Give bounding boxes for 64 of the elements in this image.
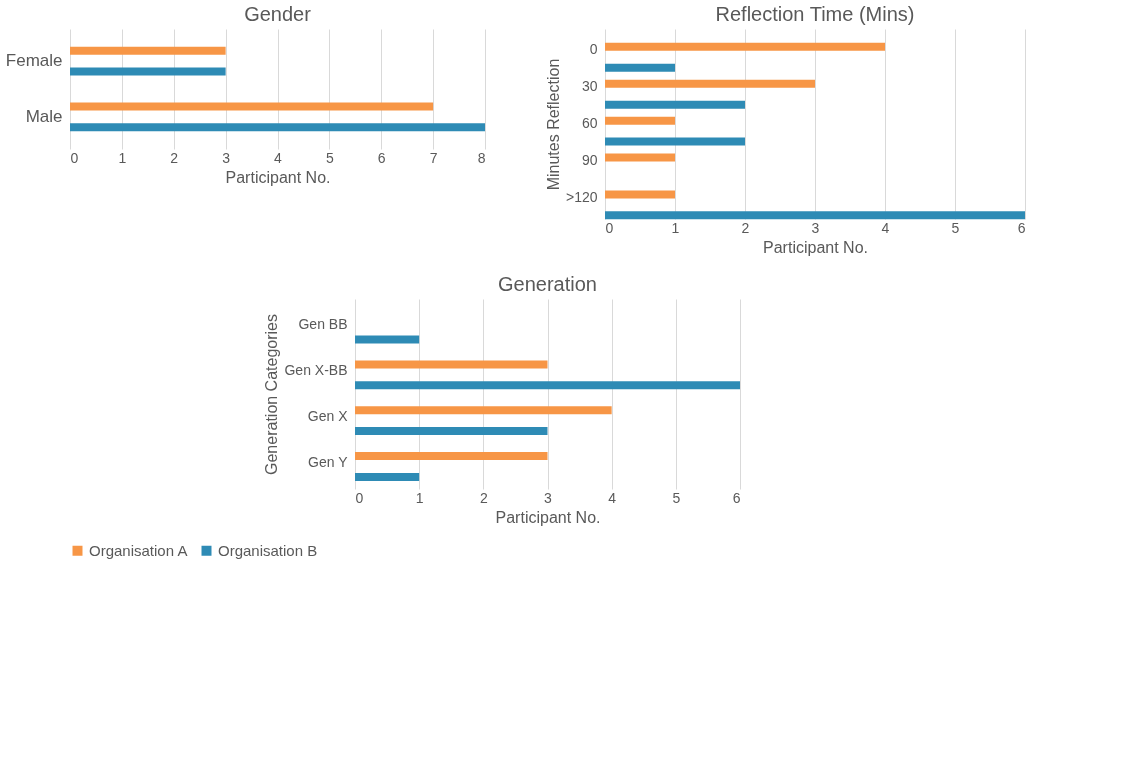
bar (605, 211, 1025, 220)
x-axis-title: Participant No. (495, 508, 601, 526)
bar (605, 116, 675, 125)
x-axis-title: Participant No. (763, 238, 868, 256)
y-tick-label: Gen Y (308, 453, 349, 470)
y-tick-label: Gen BB (298, 316, 348, 333)
y-tick-label: 90 (581, 151, 598, 168)
bar (355, 335, 420, 344)
bar (355, 406, 612, 415)
bar (355, 381, 740, 390)
bar (605, 190, 675, 199)
x-tick-label: 0 (355, 489, 364, 506)
bar (70, 46, 226, 55)
x-tick-label: 4 (274, 149, 283, 166)
bar (70, 123, 485, 132)
bar (605, 153, 675, 162)
bar (355, 472, 420, 481)
y-tick-label: 60 (581, 115, 598, 131)
x-tick-label: 1 (118, 149, 127, 166)
x-tick-label: 2 (741, 219, 750, 236)
y-tick-label: Female (5, 51, 63, 71)
x-tick-label: 5 (325, 149, 334, 166)
bar (355, 360, 548, 369)
y-axis-title: Generation Categories (263, 314, 281, 475)
y-tick-label: 0 (589, 41, 598, 58)
legend-label: Organisation A (89, 541, 188, 559)
bar (605, 79, 815, 88)
bar (70, 67, 226, 76)
chart-title: Gender (244, 3, 312, 25)
x-tick-label: 6 (1017, 219, 1026, 236)
x-tick-label: 0 (70, 149, 79, 166)
chart-title: Generation (498, 273, 597, 295)
x-tick-label: 3 (222, 149, 231, 166)
y-tick-label: Gen X (307, 407, 349, 424)
chart-title: Reflection Time (Mins) (715, 3, 915, 25)
x-tick-label: 6 (732, 489, 741, 506)
bar (605, 63, 675, 72)
x-tick-label: 2 (170, 149, 179, 166)
y-tick-label: Male (25, 106, 63, 126)
bar (355, 451, 548, 460)
x-tick-label: 7 (429, 149, 438, 166)
bar (355, 427, 548, 436)
bar (605, 100, 745, 109)
x-axis-title: Participant No. (225, 168, 331, 186)
x-tick-label: 5 (951, 219, 960, 236)
x-tick-label: 2 (479, 489, 488, 506)
y-tick-label: Gen X-BB (284, 362, 348, 379)
x-tick-label: 0 (605, 219, 614, 236)
bar (605, 42, 885, 51)
x-tick-label: 1 (415, 489, 424, 506)
legend-label: Organisation B (218, 541, 318, 559)
x-tick-label: 5 (672, 489, 681, 506)
x-tick-label: 4 (608, 489, 617, 506)
bar (605, 137, 745, 146)
bar (70, 102, 434, 111)
y-tick-label: 30 (581, 78, 598, 95)
y-tick-label: >120 (565, 188, 598, 205)
x-tick-label: 6 (377, 149, 386, 166)
y-axis-title: Minutes Reflection (544, 58, 562, 191)
x-tick-label: 1 (671, 219, 680, 236)
x-tick-label: 3 (811, 219, 820, 236)
x-tick-label: 4 (881, 219, 890, 236)
x-tick-label: 8 (477, 149, 486, 166)
x-tick-label: 3 (544, 489, 553, 506)
